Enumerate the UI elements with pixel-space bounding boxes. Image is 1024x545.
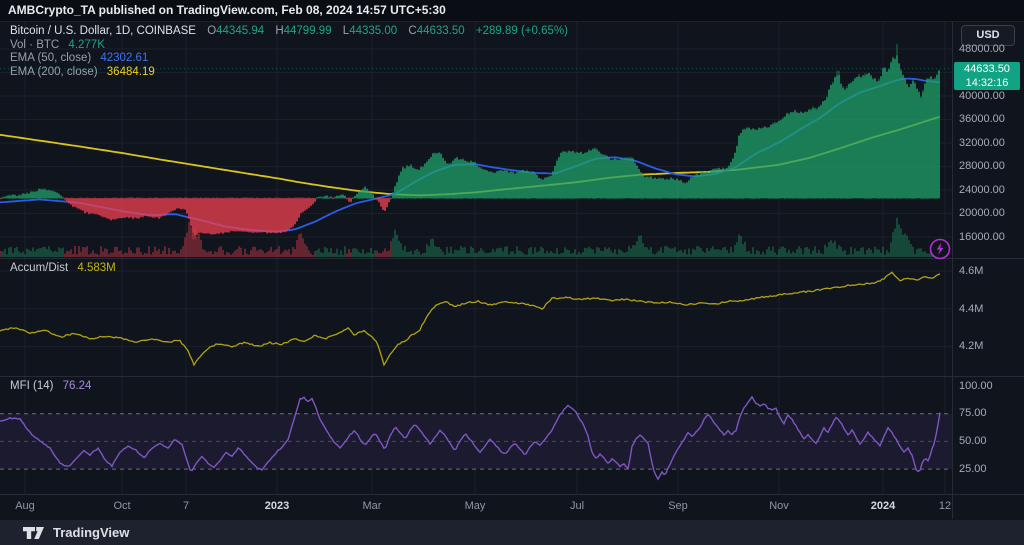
ema200-value: 36484.19 <box>106 65 155 78</box>
time-axis-label: 7 <box>182 500 190 512</box>
volume-label: Vol · BTC <box>10 38 60 51</box>
mfi-axis-label: 75.00 <box>959 407 987 419</box>
accum-dist-axis-label: 4.2M <box>959 340 984 352</box>
symbol-title: Bitcoin / U.S. Dollar, 1D, COINBASE <box>10 25 196 37</box>
ema50-label: EMA (50, close) <box>10 52 92 64</box>
low-label: L <box>342 25 350 37</box>
price-axis[interactable]: USD 44633.50 14:32:16 48000.00 40000.00 36… <box>953 22 1024 519</box>
time-axis-label: Oct <box>113 500 131 512</box>
change-value: +289.89 (+0.65%) <box>475 25 568 37</box>
time-axis-label: Jul <box>569 500 585 512</box>
open-value: 44345.94 <box>216 25 265 37</box>
mfi-line <box>0 395 941 481</box>
time-axis-label: Nov <box>769 500 789 512</box>
price-axis-label: 16000.00 <box>959 231 1005 243</box>
accum-dist-line <box>0 271 941 367</box>
time-axis-label: Aug <box>15 500 35 512</box>
accum-dist-label: Accum/Dist <box>10 262 69 274</box>
accum-dist-axis-label: 4.4M <box>959 303 984 315</box>
attribution-bar: AMBCrypto_TA published on TradingView.co… <box>0 0 1024 22</box>
price-axis-label: 36000.00 <box>959 113 1005 125</box>
lightning-icon <box>929 238 951 260</box>
close-value: 44633.50 <box>416 25 465 37</box>
open-value-group: O44345.94 <box>207 25 264 37</box>
high-value-group: H44799.99 <box>275 25 331 37</box>
close-label: C <box>408 25 417 37</box>
pane-separator[interactable] <box>0 376 1024 377</box>
symbol-row[interactable]: Bitcoin / U.S. Dollar, 1D, COINBASE O443… <box>10 25 568 39</box>
time-axis-label: May <box>464 500 486 512</box>
mfi-axis-label: 25.00 <box>959 463 987 475</box>
mfi-label: MFI (14) <box>10 380 54 392</box>
accum-dist-value: 4.583M <box>77 262 116 274</box>
mfi-axis-label: 100.00 <box>959 380 993 392</box>
mfi-axis-label: 50.00 <box>959 435 987 447</box>
price-axis-label: 32000.00 <box>959 137 1005 149</box>
price-axis-label: 24000.00 <box>959 184 1005 196</box>
high-value: 44799.99 <box>283 25 332 37</box>
volume-value: 4.277K <box>68 38 105 51</box>
low-value-group: L44335.00 <box>343 25 397 37</box>
mfi-value: 76.24 <box>62 380 92 392</box>
time-axis-label: 12 <box>938 500 952 512</box>
pane-separator[interactable] <box>0 258 1024 259</box>
footer-bar: TradingView <box>0 520 1024 545</box>
time-axis[interactable]: Aug Oct 7 2023 Mar May Jul Sep Nov 2024 12 <box>0 495 952 519</box>
mfi-legend[interactable]: MFI (14) 76.24 <box>10 380 91 394</box>
price-axis-label: 28000.00 <box>959 160 1005 172</box>
tradingview-brand[interactable]: TradingView <box>53 525 130 540</box>
accum-dist-axis-label: 4.6M <box>959 265 984 277</box>
price-axis-separator <box>952 22 953 519</box>
attribution-text: AMBCrypto_TA published on TradingView.co… <box>8 3 446 17</box>
mfi-pane[interactable] <box>0 377 952 494</box>
open-label: O <box>207 25 217 37</box>
accum-dist-legend[interactable]: Accum/Dist 4.583M <box>10 262 116 276</box>
price-axis-label: 48000.00 <box>959 43 1005 55</box>
bar-countdown: 14:32:16 <box>965 77 1009 89</box>
volume-row[interactable]: Vol · BTC 4.277K <box>10 39 568 53</box>
ema50-value: 42302.61 <box>100 52 149 64</box>
candles <box>0 43 940 240</box>
last-price-badge[interactable]: 44633.50 14:32:16 <box>954 62 1020 90</box>
pane-separator <box>0 494 1024 495</box>
close-value-group: C44633.50 <box>408 25 464 37</box>
price-axis-label: 20000.00 <box>959 207 1005 219</box>
high-label: H <box>275 25 284 37</box>
instant-trading-button[interactable] <box>929 238 951 260</box>
accum-dist-pane[interactable] <box>0 259 952 376</box>
currency-button[interactable]: USD <box>961 25 1015 46</box>
time-axis-label: 2024 <box>870 500 896 512</box>
ema50-row[interactable]: EMA (50, close) 42302.61 <box>10 52 568 66</box>
last-price-value: 44633.50 <box>964 63 1010 75</box>
low-value: 44335.00 <box>349 25 398 37</box>
price-axis-label: 40000.00 <box>959 90 1005 102</box>
time-axis-label: Sep <box>668 500 688 512</box>
ema200-label: EMA (200, close) <box>10 65 98 78</box>
tradingview-logo-icon[interactable] <box>22 526 45 540</box>
time-axis-label: 2023 <box>264 500 290 512</box>
ema200-row[interactable]: EMA (200, close) 36484.19 <box>10 66 568 80</box>
time-axis-label: Mar <box>362 500 382 512</box>
main-legend: Bitcoin / U.S. Dollar, 1D, COINBASE O443… <box>10 25 568 79</box>
